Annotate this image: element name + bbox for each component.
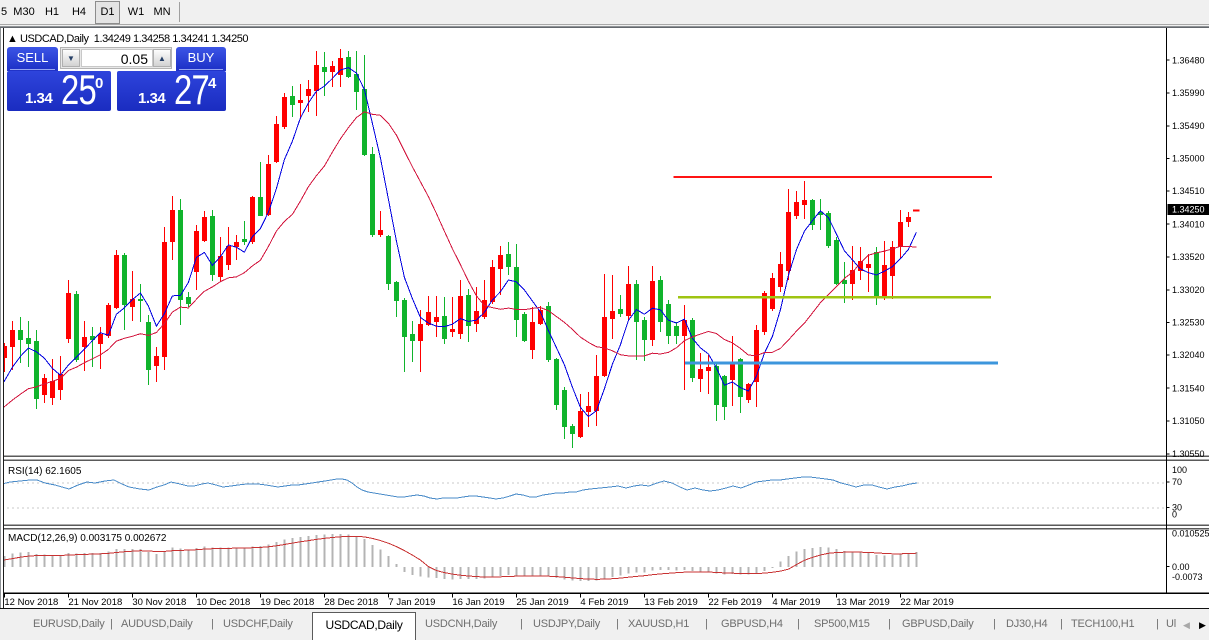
svg-text:22 Mar 2019: 22 Mar 2019 [900,597,953,608]
svg-text:1.31050: 1.31050 [1172,416,1205,426]
svg-text:13 Mar 2019: 13 Mar 2019 [836,597,889,608]
svg-text:1.33520: 1.33520 [1172,252,1205,262]
svg-text:1.35990: 1.35990 [1172,88,1205,98]
svg-text:4 Feb 2019: 4 Feb 2019 [580,597,628,608]
svg-text:1.31540: 1.31540 [1172,383,1205,393]
svg-text:1.32530: 1.32530 [1172,318,1205,328]
svg-text:0.010525: 0.010525 [1172,528,1209,538]
svg-text:1.34510: 1.34510 [1172,186,1205,196]
svg-text:10 Dec 2018: 10 Dec 2018 [196,597,250,608]
svg-text:25 Jan 2019: 25 Jan 2019 [516,597,568,608]
svg-text:22 Feb 2019: 22 Feb 2019 [708,597,761,608]
svg-text:-0.0073: -0.0073 [1172,572,1203,582]
svg-text:30 Nov 2018: 30 Nov 2018 [132,597,186,608]
svg-text:70: 70 [1172,477,1182,487]
svg-text:12 Nov 2018: 12 Nov 2018 [4,597,58,608]
svg-text:100: 100 [1172,465,1187,475]
svg-text:1.32040: 1.32040 [1172,350,1205,360]
svg-text:1.35000: 1.35000 [1172,154,1205,164]
svg-text:28 Dec 2018: 28 Dec 2018 [324,597,378,608]
svg-text:4 Mar 2019: 4 Mar 2019 [772,597,820,608]
svg-text:19 Dec 2018: 19 Dec 2018 [260,597,314,608]
svg-text:16 Jan 2019: 16 Jan 2019 [452,597,504,608]
svg-text:30: 30 [1172,503,1182,513]
svg-text:0.00: 0.00 [1172,562,1190,572]
svg-text:1.33020: 1.33020 [1172,285,1205,295]
svg-text:1.34010: 1.34010 [1172,219,1205,229]
svg-text:1.36480: 1.36480 [1172,55,1205,65]
svg-text:21 Nov 2018: 21 Nov 2018 [68,597,122,608]
svg-text:1.30550: 1.30550 [1172,449,1205,459]
svg-text:1.35490: 1.35490 [1172,121,1205,131]
svg-text:MACD(12,26,9) 0.003175 0.00267: MACD(12,26,9) 0.003175 0.002672 [8,533,167,544]
svg-text:RSI(14) 62.1605: RSI(14) 62.1605 [8,466,82,477]
svg-text:0: 0 [1172,509,1177,519]
svg-text:13 Feb 2019: 13 Feb 2019 [644,597,697,608]
svg-text:7 Jan 2019: 7 Jan 2019 [388,597,435,608]
svg-text:1.34250: 1.34250 [1172,205,1205,215]
